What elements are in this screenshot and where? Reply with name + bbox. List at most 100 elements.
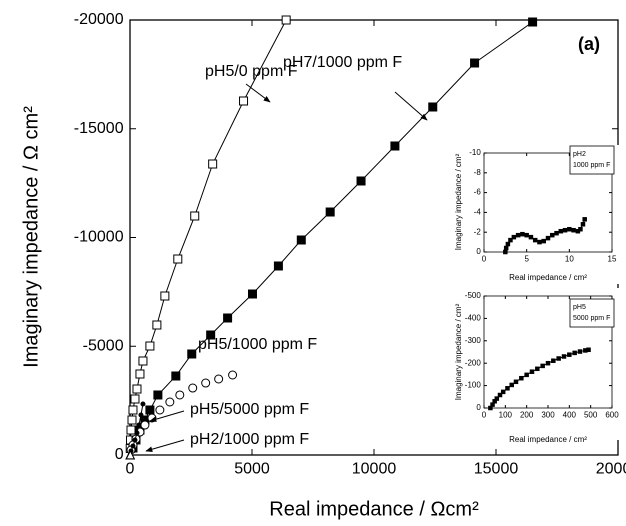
data-point <box>558 228 564 234</box>
data-point <box>528 17 538 27</box>
y-tick-label: -10 <box>469 148 481 157</box>
annotation: pH2 <box>573 151 586 158</box>
data-point <box>135 369 145 379</box>
x-tick-label: 0 <box>482 410 487 419</box>
data-point <box>505 386 510 391</box>
data-point <box>281 15 291 25</box>
x-tick-label: 15 <box>608 254 617 263</box>
annotation-box <box>569 145 615 175</box>
data-point <box>528 234 534 240</box>
data-point <box>155 405 165 415</box>
series-label: pH5/5000 ppm F <box>190 401 309 418</box>
data-point <box>145 405 155 415</box>
data-point <box>580 222 586 227</box>
x-tick-label: 200 <box>520 410 534 419</box>
x-tick-label: 100 <box>499 410 513 419</box>
data-point <box>509 382 514 388</box>
y-axis-label: Imaginary impedance / cm² <box>454 153 463 250</box>
y-tick-label: -500 <box>465 291 482 300</box>
series-label: pH7/1000 ppm F <box>283 54 402 71</box>
data-point <box>136 422 142 428</box>
data-point <box>228 370 238 380</box>
y-tick-label: 0 <box>476 403 481 412</box>
data-point <box>132 384 142 394</box>
data-point <box>140 420 150 430</box>
data-point <box>513 379 519 385</box>
x-tick-label: 500 <box>584 410 598 419</box>
x-tick-label: 600 <box>605 410 619 419</box>
y-tick-label: -200 <box>465 358 482 367</box>
data-point <box>160 291 170 301</box>
x-tick-label: 300 <box>541 410 555 419</box>
data-point <box>545 235 551 241</box>
data-point <box>201 378 211 388</box>
data-point <box>175 390 185 400</box>
y-tick-label: -10000 <box>74 229 124 246</box>
annotation: 5000 ppm F <box>573 315 610 322</box>
data-point <box>511 234 517 240</box>
data-point <box>428 102 438 112</box>
data-point <box>571 227 576 233</box>
data-point <box>470 58 480 68</box>
data-point <box>145 341 155 351</box>
chart-title: (a) <box>578 34 600 54</box>
annotation: pH5 <box>573 304 586 311</box>
y-tick-label: -20000 <box>74 11 124 28</box>
data-point <box>138 356 148 366</box>
y-tick-label: 0 <box>476 247 481 256</box>
data-point <box>561 354 567 359</box>
data-point <box>208 159 218 169</box>
label-arrow <box>394 91 428 121</box>
x-tick-label: 0 <box>126 461 135 478</box>
data-point <box>173 254 183 264</box>
y-tick-label: -4 <box>474 208 482 217</box>
data-point <box>556 356 561 361</box>
data-point <box>503 245 509 251</box>
label-arrow <box>149 410 185 422</box>
data-point <box>140 401 146 407</box>
data-point <box>529 369 535 374</box>
annotation: 1000 ppm F <box>573 162 610 169</box>
data-point <box>125 449 136 460</box>
data-point <box>508 237 513 243</box>
y-axis-label: Imaginary impedance / cm² <box>454 303 463 400</box>
data-point <box>356 176 366 186</box>
data-point <box>223 313 233 323</box>
y-tick-label: -15000 <box>74 120 124 137</box>
data-point <box>273 261 283 271</box>
label-arrow <box>245 83 271 103</box>
data-point <box>567 352 572 357</box>
data-point <box>572 350 577 356</box>
label-arrow <box>145 439 185 452</box>
data-point <box>540 363 545 369</box>
data-point <box>138 412 144 418</box>
data-point <box>494 396 500 401</box>
data-point <box>545 360 551 366</box>
data-point <box>130 443 136 449</box>
plot-frame <box>483 152 613 253</box>
data-point <box>500 389 506 395</box>
data-point <box>505 241 511 247</box>
data-point <box>582 217 587 222</box>
x-tick-label: 10000 <box>352 461 397 478</box>
data-point <box>541 238 546 244</box>
y-tick-label: -2 <box>474 227 482 236</box>
data-point <box>532 237 538 243</box>
y-tick-label: 0 <box>115 446 124 463</box>
data-point <box>586 347 591 353</box>
data-point <box>578 226 583 232</box>
data-point <box>520 231 525 237</box>
x-tick-label: 15000 <box>474 461 519 478</box>
data-point <box>524 232 529 238</box>
y-tick-label: -100 <box>465 381 482 390</box>
y-tick-label: -6 <box>474 188 482 197</box>
data-point <box>165 397 175 407</box>
x-axis-label: Real impedance / cm² <box>509 435 587 444</box>
x-axis-label: Real impedance / Ωcm² <box>269 498 479 520</box>
data-point <box>524 372 529 378</box>
data-point <box>188 383 198 393</box>
data-point <box>128 405 138 415</box>
x-tick-label: 0 <box>482 254 487 263</box>
x-tick-label: 400 <box>563 410 577 419</box>
